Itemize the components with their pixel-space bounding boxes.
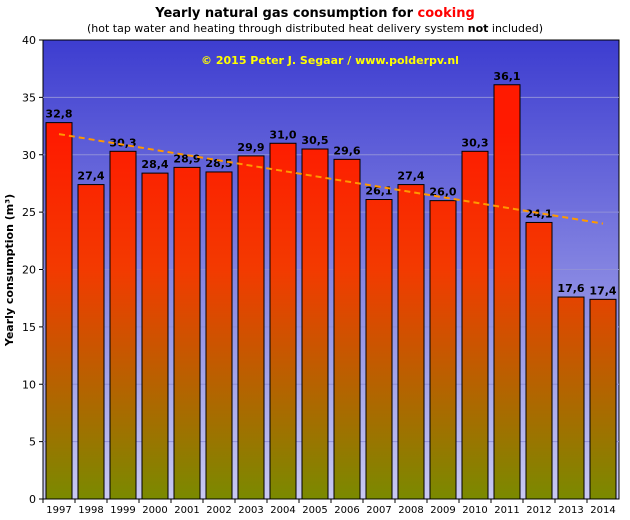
bar-2010 (461, 150, 489, 500)
bar-2009 (429, 200, 457, 500)
bar-2005 (301, 148, 329, 500)
y-tick-label: 5 (29, 436, 36, 449)
data-label-2005: 30,5 (301, 134, 328, 147)
data-label-2011: 36,1 (493, 70, 520, 83)
bar-2007 (365, 199, 393, 500)
chart-subtitle-before: (hot tap water and heating through distr… (86, 22, 468, 35)
x-tick-label: 2010 (462, 505, 487, 516)
x-tick-label: 2000 (142, 505, 167, 516)
x-tick-label: 2007 (366, 505, 391, 516)
data-label-2001: 28,9 (173, 152, 200, 165)
data-label-2004: 31,0 (269, 128, 296, 141)
y-tick-label: 35 (22, 91, 36, 104)
data-label-2012: 24,1 (525, 207, 552, 220)
data-labels: 32,827,430,328,4 28,9 28,529,931,0 30,529,6… (45, 70, 616, 298)
chart-title: Yearly natural gas consumption for cooki… (0, 6, 630, 21)
bar-2004 (269, 142, 297, 500)
data-label-2000: 28,4 (141, 158, 168, 171)
data-label-2010: 30,3 (461, 136, 488, 149)
bar-2000 (141, 172, 169, 500)
chart-subtitle-after: included) (488, 22, 544, 35)
y-tick-label: 25 (22, 206, 36, 219)
y-tick-label: 20 (22, 264, 36, 277)
x-tick-label: 2004 (270, 505, 295, 516)
x-tick-label: 2005 (302, 505, 327, 516)
x-tick-label: 1999 (110, 505, 135, 516)
trend-line (58, 133, 604, 225)
bar-1998 (77, 184, 105, 500)
y-axis: 0 5 10 15 20 25 30 35 40 (22, 34, 43, 506)
x-tick-label: 2006 (334, 505, 359, 516)
y-tick-label: 40 (22, 34, 36, 47)
y-tick-label: 0 (29, 493, 36, 506)
chart-title-highlight: cooking (417, 6, 475, 21)
bar-1997 (45, 122, 73, 500)
x-tick-label: 2009 (430, 505, 455, 516)
bar-1999 (109, 150, 137, 500)
chart-title-prefix: Yearly natural gas consumption for (155, 6, 418, 21)
y-axis-label: Yearly consumption (m³) (3, 194, 16, 347)
grid-lines (43, 96, 619, 443)
chart-subtitle: (hot tap water and heating through distr… (0, 22, 630, 35)
data-label-1998: 27,4 (77, 170, 104, 183)
data-label-2003: 29,9 (237, 141, 264, 154)
data-label-2008: 27,4 (397, 170, 424, 183)
data-label-2006: 29,6 (333, 144, 360, 157)
y-tick-label: 10 (22, 378, 36, 391)
watermark: © 2015 Peter J. Segaar / www.polderpv.nl (201, 54, 459, 67)
chart-subtitle-bold: not (467, 22, 489, 35)
data-label-2014: 17,4 (589, 284, 616, 297)
x-tick-label: 2011 (494, 505, 519, 516)
bar-2013 (557, 296, 585, 500)
x-tick-label: 2002 (206, 505, 231, 516)
x-tick-label: 2012 (526, 505, 551, 516)
data-label-2009: 26,0 (429, 186, 456, 199)
data-label-2013: 17,6 (557, 282, 584, 295)
bar-2003 (237, 155, 265, 500)
bar-2002 (205, 171, 233, 500)
bar-2012 (525, 221, 553, 500)
data-label-1997: 32,8 (45, 108, 72, 121)
bars (45, 84, 617, 500)
x-tick-label: 2013 (558, 505, 583, 516)
y-tick-label: 15 (22, 321, 36, 334)
bar-2001 (173, 166, 201, 500)
bar-2006 (333, 158, 361, 500)
x-tick-label: 2001 (174, 505, 199, 516)
x-tick-label: 1998 (78, 505, 103, 516)
bar-2011 (493, 84, 521, 500)
y-tick-label: 30 (22, 149, 36, 162)
x-tick-label: 2014 (590, 505, 615, 516)
x-tick-label: 2008 (398, 505, 423, 516)
bar-2008 (397, 184, 425, 500)
bar-2014 (589, 298, 617, 500)
x-axis: 1997 1998 1999 2000 2001 2002 2003 2004 2005 2006… (42, 499, 616, 516)
x-tick-label: 2003 (238, 505, 263, 516)
x-tick-label: 1997 (46, 505, 71, 516)
